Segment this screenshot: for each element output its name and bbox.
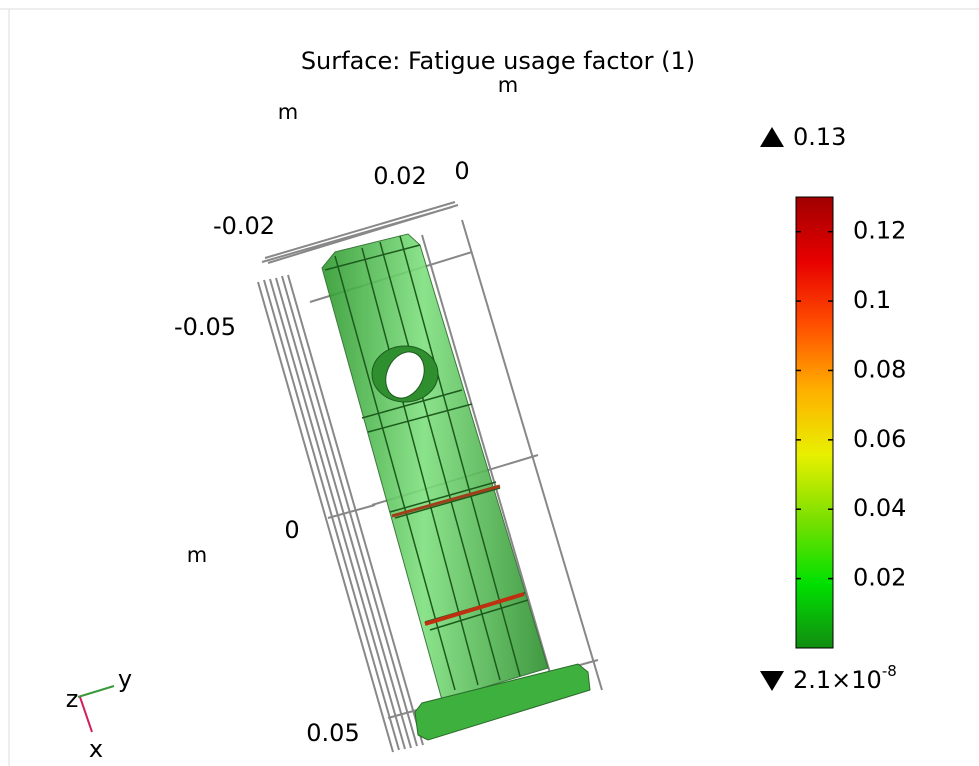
min-marker [760,671,784,691]
colorbar [796,197,833,648]
plot: Surface: Fatigue usage factor (1) m m m … [0,0,979,766]
axis-unit: m [278,100,298,124]
axis-tick-label: 0 [454,157,469,185]
axis-unit: m [187,543,207,567]
colorbar-tick-label: 0.02 [853,564,906,592]
axis-tick-label: 0.02 [373,162,426,190]
axis-triad: y z x [66,665,132,763]
axis-unit: m [498,73,518,97]
triad-label: y [118,665,132,693]
colorbar-tick-label: 0.08 [853,355,906,383]
part [322,234,590,740]
max-label: 0.13 [793,123,846,151]
axis-tick-label: -0.02 [213,212,275,240]
triad-label: z [66,685,79,713]
colorbar-tick-label: 0.06 [853,425,906,453]
axis-tick-label: 0 [284,516,299,544]
colorbar-tick-label: 0.1 [853,286,891,314]
colorbar-tick-label: 0.12 [853,217,906,245]
triad-label: x [89,735,103,763]
axis-tick-label: -0.05 [174,313,236,341]
axis-tick-label: 0.05 [306,719,359,747]
min-label: 2.1×10-8 [793,662,897,695]
colorbar-tick-label: 0.04 [853,494,906,522]
min-label-exponent: -8 [882,662,897,680]
max-marker [760,127,784,147]
title: Surface: Fatigue usage factor (1) [301,47,695,75]
min-label-mantissa: 2.1×10 [793,666,882,694]
